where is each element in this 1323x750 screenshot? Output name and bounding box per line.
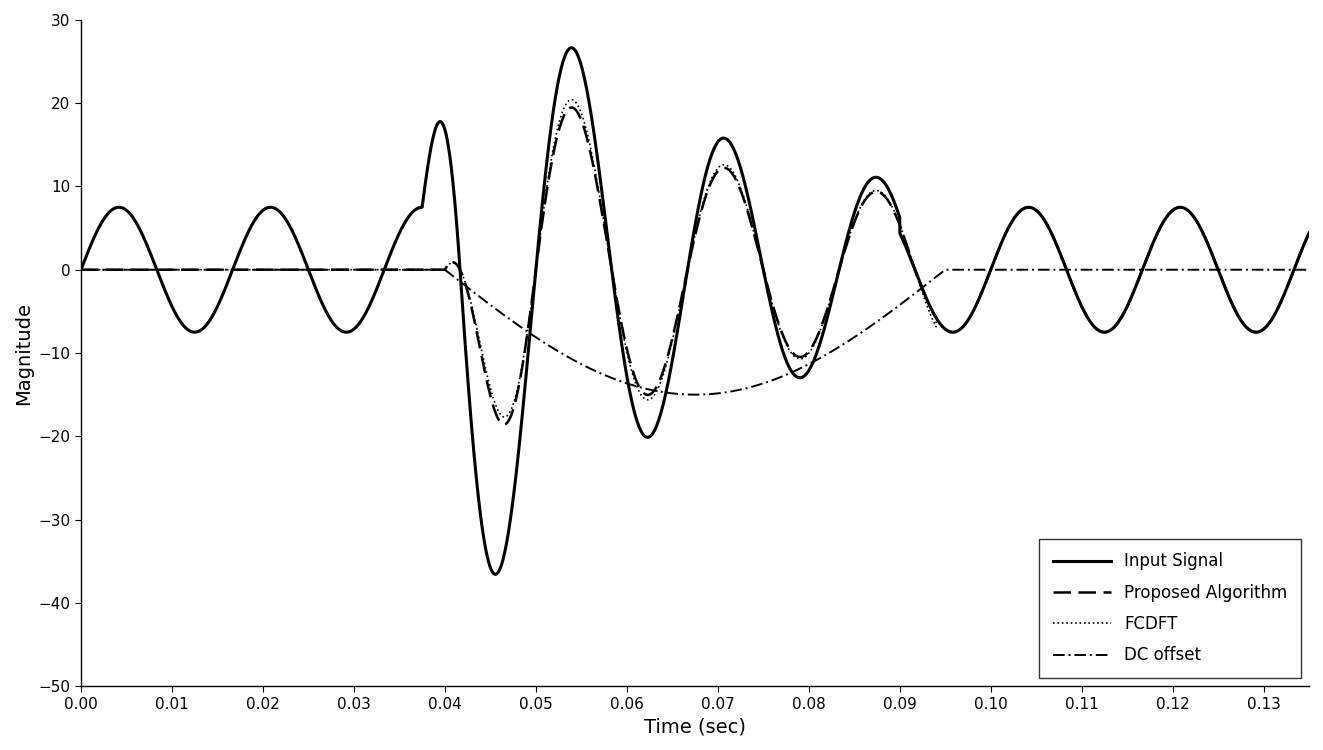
Input Signal <box>147 260 163 268</box>
DC offset <box>73 266 89 274</box>
FCDFT <box>124 266 140 274</box>
Y-axis label: Magnitude: Magnitude <box>13 302 33 404</box>
FCDFT <box>564 95 579 104</box>
DC offset <box>78 266 94 274</box>
Input Signal <box>78 251 94 260</box>
Proposed Algorithm <box>564 103 579 112</box>
Input Signal <box>1302 229 1318 238</box>
FCDFT <box>73 266 89 274</box>
DC offset <box>1302 266 1318 274</box>
DC offset <box>147 266 163 274</box>
Line: FCDFT: FCDFT <box>81 100 1310 417</box>
Proposed Algorithm <box>124 266 140 274</box>
DC offset <box>673 390 689 399</box>
Proposed Algorithm <box>1302 229 1318 238</box>
FCDFT <box>78 266 94 274</box>
Proposed Algorithm <box>147 266 163 274</box>
Input Signal <box>673 302 689 310</box>
Input Signal <box>487 570 503 579</box>
Line: Input Signal: Input Signal <box>81 48 1310 574</box>
FCDFT <box>314 266 329 274</box>
Proposed Algorithm <box>496 420 512 429</box>
FCDFT <box>1302 229 1318 238</box>
Input Signal <box>1236 320 1252 329</box>
DC offset <box>1236 266 1252 274</box>
Proposed Algorithm <box>314 266 329 274</box>
FCDFT <box>1236 320 1252 329</box>
X-axis label: Time (sec): Time (sec) <box>644 717 746 736</box>
Line: Proposed Algorithm: Proposed Algorithm <box>81 107 1310 424</box>
Input Signal <box>314 298 329 307</box>
Line: DC offset: DC offset <box>81 270 1310 394</box>
Input Signal <box>73 266 89 274</box>
Legend: Input Signal, Proposed Algorithm, FCDFT, DC offset: Input Signal, Proposed Algorithm, FCDFT,… <box>1039 539 1301 678</box>
FCDFT <box>147 266 163 274</box>
Proposed Algorithm <box>1236 320 1252 329</box>
DC offset <box>314 266 329 274</box>
DC offset <box>124 266 140 274</box>
Proposed Algorithm <box>78 266 94 274</box>
Input Signal <box>124 211 140 220</box>
FCDFT <box>673 293 689 302</box>
Proposed Algorithm <box>673 292 689 302</box>
FCDFT <box>496 413 512 422</box>
Input Signal <box>564 44 579 52</box>
DC offset <box>687 390 703 399</box>
Proposed Algorithm <box>73 266 89 274</box>
